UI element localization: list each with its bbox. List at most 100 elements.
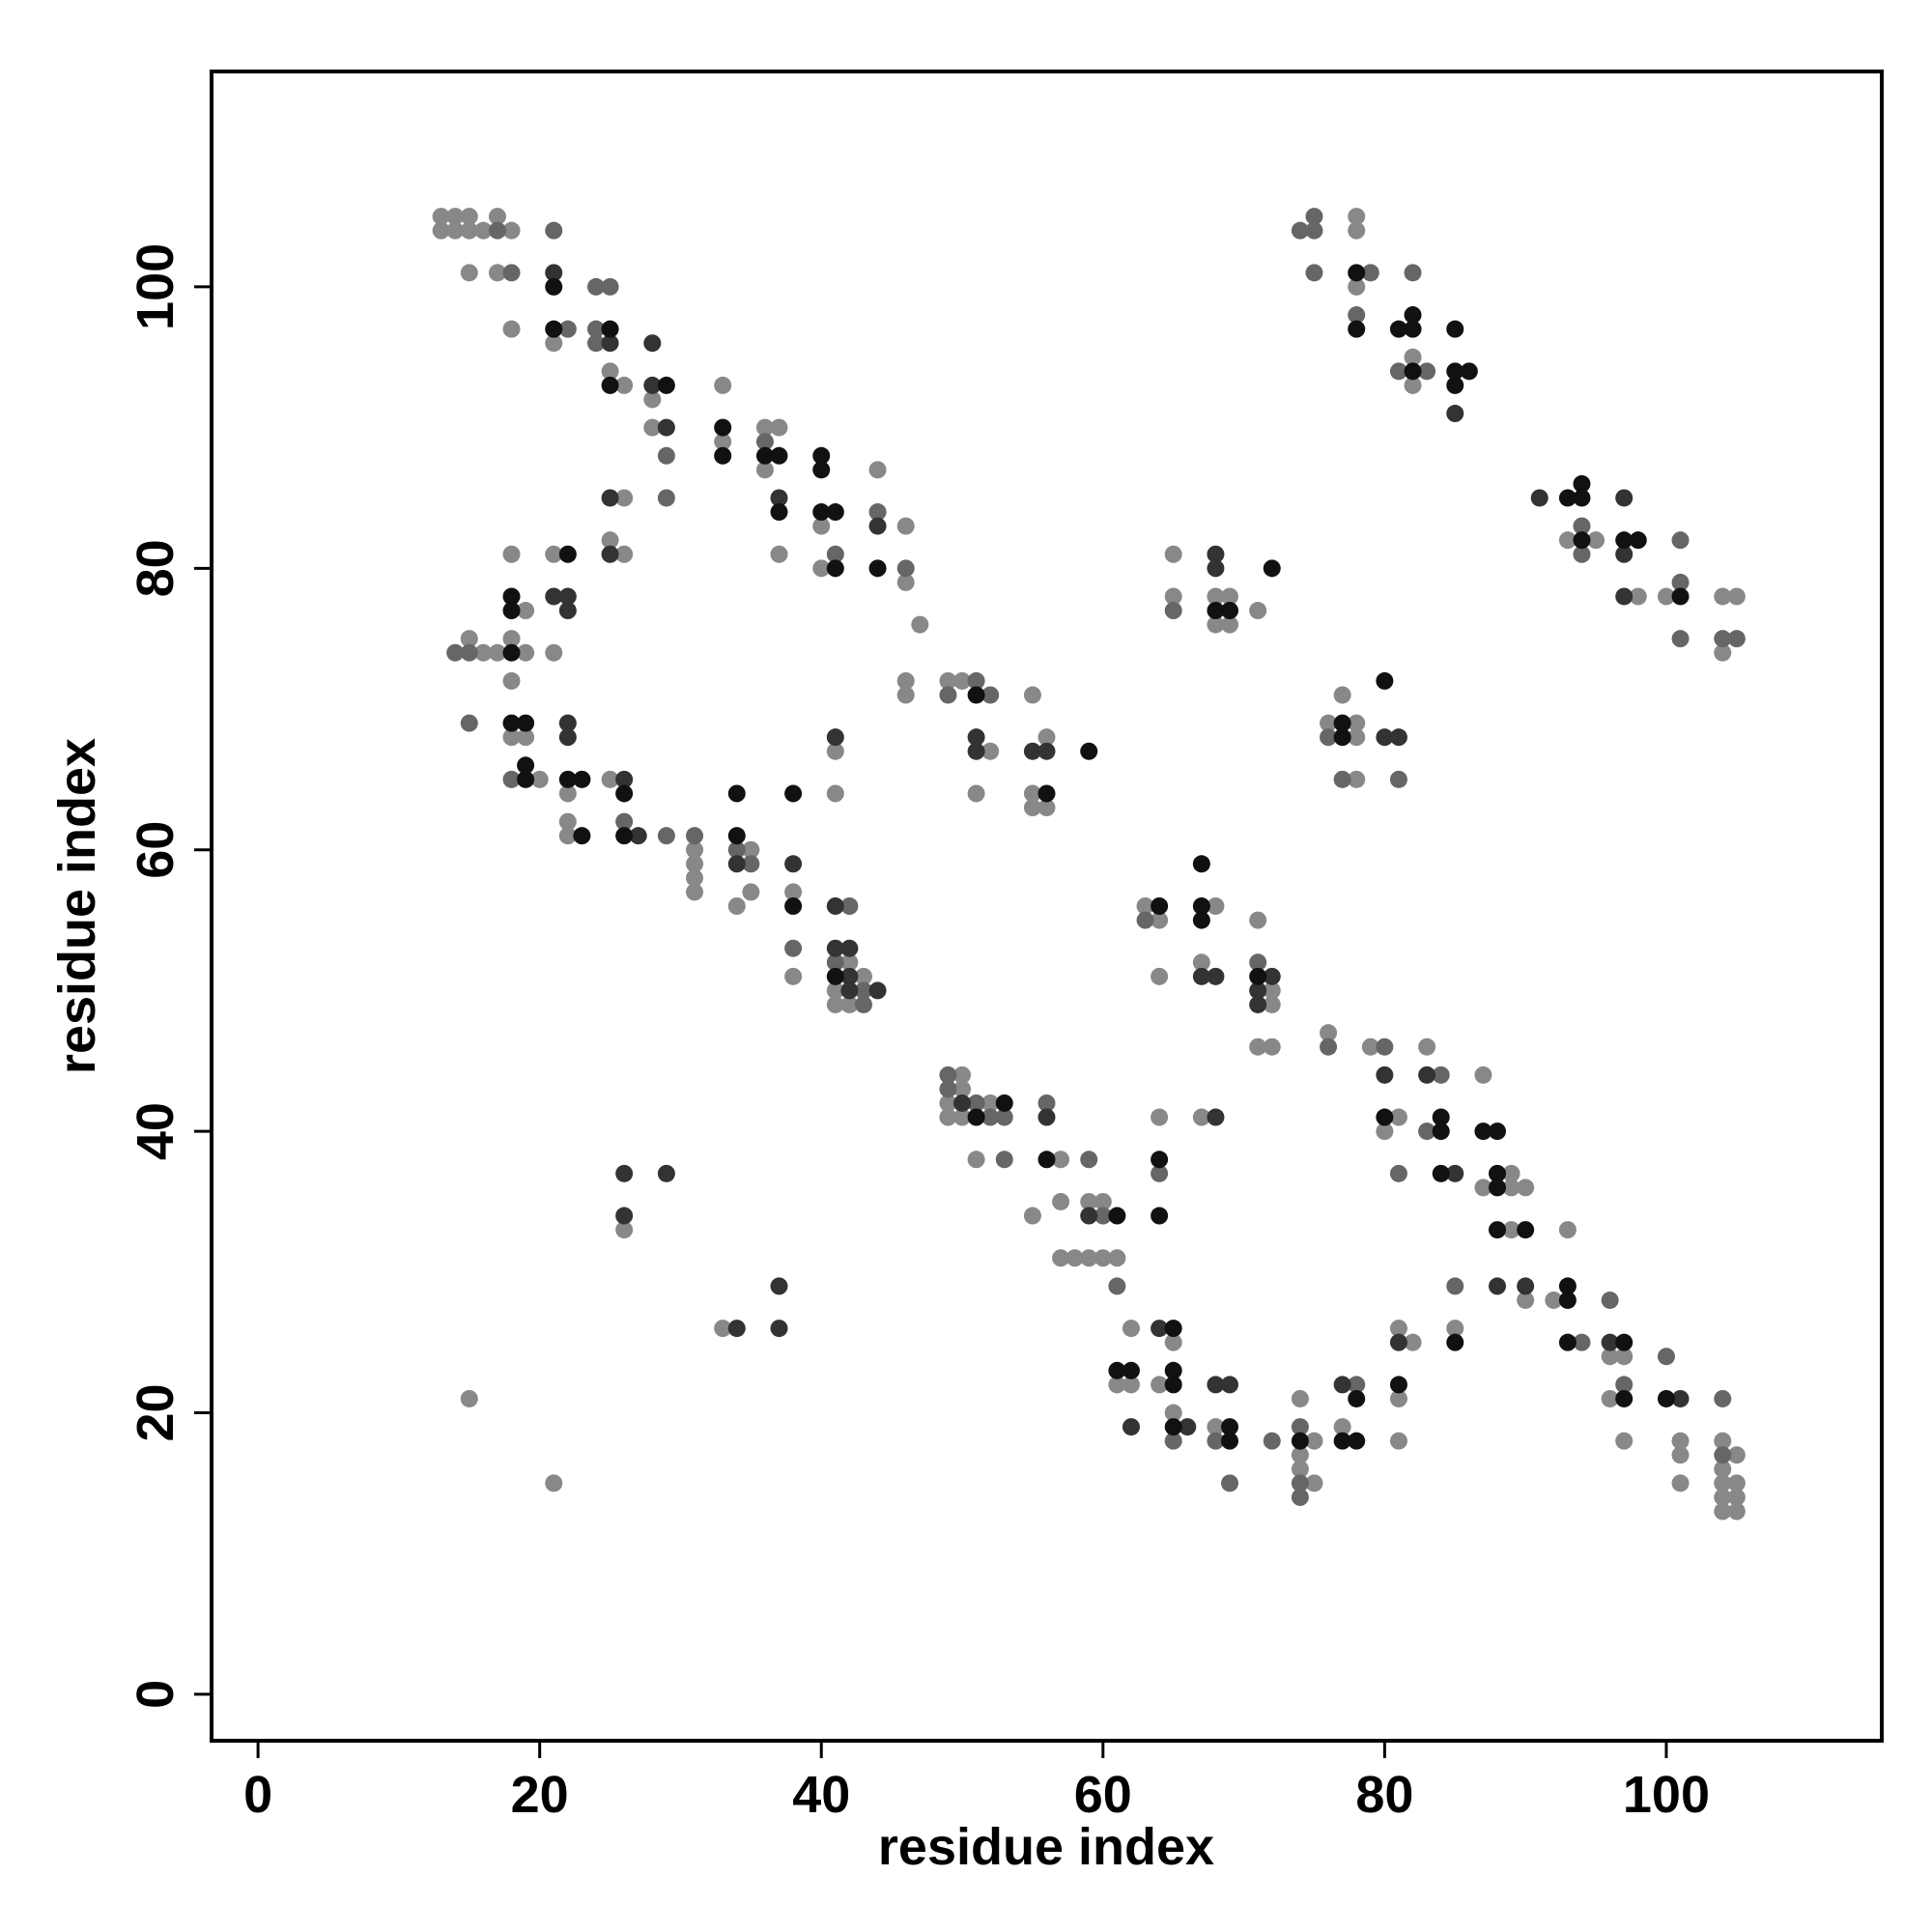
point	[545, 221, 563, 240]
point	[1389, 320, 1407, 338]
point	[1291, 1389, 1309, 1407]
point	[1151, 1320, 1169, 1338]
point	[995, 1094, 1013, 1112]
point	[826, 953, 844, 972]
point	[826, 545, 844, 563]
point	[1558, 489, 1577, 507]
point	[488, 643, 506, 662]
point	[1657, 587, 1675, 606]
point	[981, 686, 1000, 704]
point	[601, 545, 619, 563]
point	[896, 686, 915, 704]
x-tick-label: 20	[511, 1766, 569, 1824]
point	[615, 1164, 634, 1182]
point	[1361, 264, 1379, 282]
point	[1023, 784, 1041, 803]
point	[432, 208, 450, 226]
point	[1404, 362, 1422, 381]
point	[1291, 1488, 1309, 1506]
point	[1164, 587, 1182, 606]
point	[460, 208, 478, 226]
point	[1249, 967, 1267, 985]
point	[615, 1207, 634, 1225]
point	[1376, 1122, 1394, 1141]
point	[1727, 630, 1746, 648]
point	[1333, 1432, 1351, 1450]
point	[1671, 1389, 1690, 1407]
point	[714, 376, 732, 394]
point	[1080, 1151, 1098, 1169]
point	[1094, 1207, 1112, 1225]
point	[854, 995, 872, 1013]
point	[1714, 1474, 1732, 1492]
point	[1207, 1432, 1225, 1450]
point	[1249, 953, 1267, 972]
point	[1418, 1065, 1436, 1084]
point	[911, 615, 929, 634]
point	[488, 208, 506, 226]
point	[615, 784, 634, 803]
point	[812, 446, 831, 465]
point	[1333, 1376, 1351, 1394]
point	[686, 883, 704, 901]
point	[545, 277, 563, 296]
point	[967, 671, 985, 690]
point	[826, 995, 844, 1013]
point	[1263, 981, 1281, 1000]
point	[1671, 1474, 1690, 1492]
point	[840, 981, 859, 1000]
point	[1249, 911, 1267, 929]
point	[558, 587, 577, 606]
point	[1615, 1389, 1634, 1407]
point	[643, 376, 662, 394]
point	[1573, 474, 1591, 493]
point	[854, 981, 872, 1000]
point	[1404, 264, 1422, 282]
point	[432, 221, 450, 240]
point	[1573, 489, 1591, 507]
y-tick-label: 0	[127, 1680, 185, 1709]
point	[1348, 320, 1366, 338]
point	[826, 897, 844, 915]
point	[686, 840, 704, 859]
point	[1192, 1108, 1210, 1126]
point	[1192, 855, 1210, 873]
point	[502, 770, 521, 788]
point	[826, 784, 844, 803]
point	[1305, 264, 1323, 282]
point	[643, 418, 662, 437]
point	[1207, 602, 1225, 620]
point	[840, 939, 859, 957]
point	[488, 221, 506, 240]
point	[826, 742, 844, 760]
point	[714, 1320, 732, 1338]
y-tick-label: 40	[127, 1102, 185, 1160]
point	[784, 883, 803, 901]
point	[1023, 799, 1041, 817]
point	[1207, 545, 1225, 563]
point	[601, 277, 619, 296]
point	[1037, 799, 1056, 817]
point	[446, 221, 465, 240]
y-tick-label: 60	[127, 821, 185, 879]
point	[981, 1094, 1000, 1112]
point	[1671, 531, 1690, 550]
point	[714, 418, 732, 437]
point	[939, 1080, 957, 1098]
point	[1389, 1432, 1407, 1450]
point	[1502, 1179, 1520, 1197]
point	[1037, 1108, 1056, 1126]
point	[742, 883, 760, 901]
point	[967, 742, 985, 760]
y-tick-label: 100	[127, 243, 185, 330]
point	[1192, 967, 1210, 985]
point	[1573, 545, 1591, 563]
point	[1122, 1320, 1140, 1338]
point	[1389, 770, 1407, 788]
point	[545, 643, 563, 662]
point	[460, 221, 478, 240]
point	[1517, 1179, 1535, 1197]
point	[615, 489, 634, 507]
point	[615, 1221, 634, 1239]
